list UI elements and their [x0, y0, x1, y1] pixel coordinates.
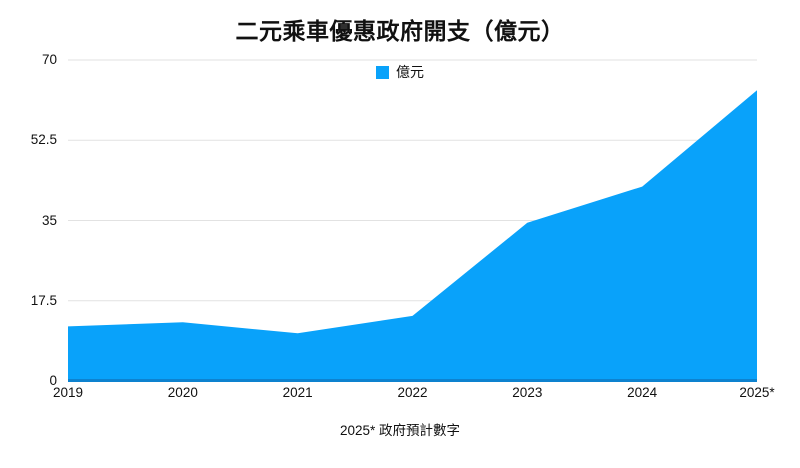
x-tick-label: 2025*: [739, 385, 775, 400]
chart-footnote: 2025* 政府預計數字: [339, 423, 461, 438]
x-tick-label: 2020: [167, 385, 198, 400]
chart-title: 二元乘車優惠政府開支（億元）: [235, 18, 565, 44]
area-series: [68, 90, 757, 382]
x-tick-label: 2021: [282, 385, 313, 400]
x-tick-label: 2023: [512, 385, 543, 400]
x-tick-label: 2022: [397, 385, 428, 400]
y-tick-label: 17.5: [30, 292, 57, 308]
y-tick-label: 0: [49, 373, 57, 388]
y-tick-label: 70: [41, 52, 57, 67]
y-tick-label: 52.5: [30, 132, 57, 148]
y-tick-label: 35: [41, 212, 57, 228]
x-tick-label: 2019: [52, 385, 84, 400]
x-tick-label: 2024: [627, 385, 658, 400]
